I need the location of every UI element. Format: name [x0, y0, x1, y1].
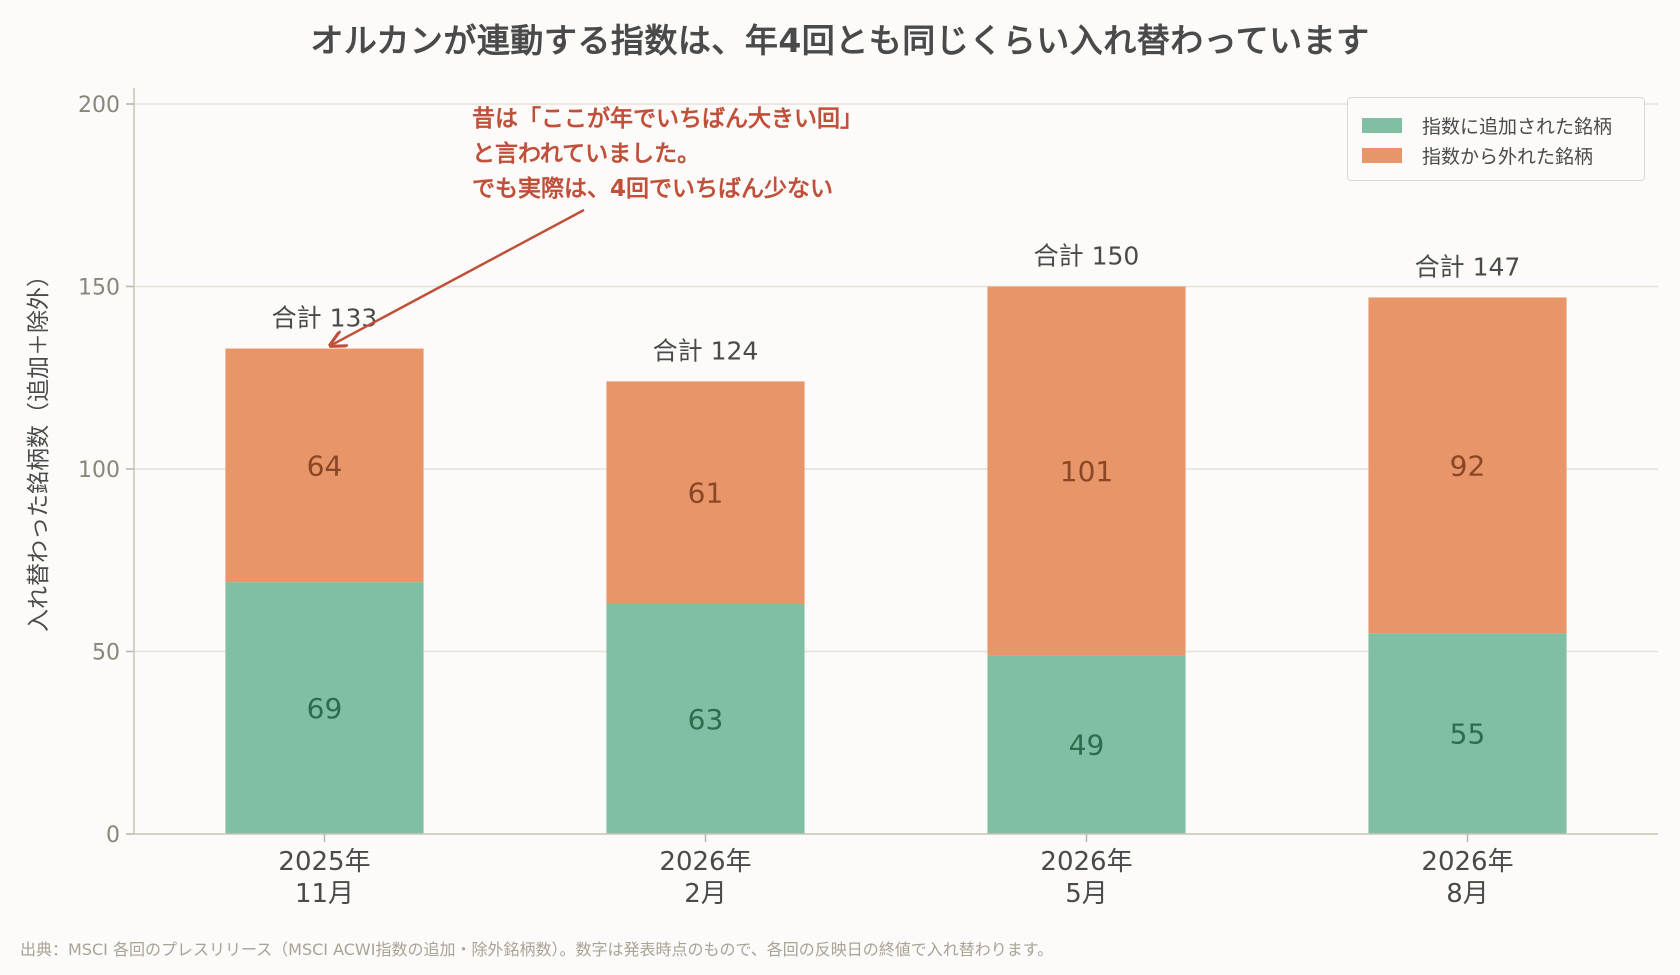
data-label: 55: [1450, 718, 1486, 751]
annotation-line: 昔は「ここが年でいちばん大きい回」: [472, 106, 863, 132]
axes: 0501001502002025年11月2026年2月2026年5月2026年8…: [78, 88, 1658, 909]
y-tick-label: 50: [92, 641, 120, 666]
data-label: 61: [688, 477, 724, 510]
x-tick-label: 2026年: [1421, 847, 1513, 877]
x-tick-label: 8月: [1446, 879, 1489, 909]
legend: 指数に追加された銘柄 指数から外れた銘柄: [1347, 97, 1645, 181]
legend-label: 指数から外れた銘柄: [1422, 145, 1594, 168]
x-tick-label: 2026年: [659, 847, 751, 877]
bar-removed: [225, 348, 424, 583]
y-tick-label: 150: [78, 276, 120, 301]
total-label: 合計 150: [1034, 242, 1140, 271]
bar-removed: [987, 286, 1186, 656]
legend-item-added: 指数に追加された銘柄: [1362, 110, 1630, 140]
labels: 69 64 合計 133 63 61 合計 124 49 101 合計 150 55 92 合計 14…: [272, 242, 1521, 762]
data-label: 63: [688, 703, 724, 736]
bar-added: [606, 604, 805, 834]
chart-title: オルカンが連動する指数は、年4回とも同じくらい入れ替わっています: [310, 21, 1370, 60]
data-label: 92: [1450, 449, 1486, 482]
y-tick-label: 100: [78, 458, 120, 483]
bar-added: [225, 582, 424, 834]
data-label: 69: [307, 692, 343, 725]
y-tick-label: 200: [78, 93, 120, 118]
legend-swatch-added: [1362, 117, 1402, 133]
data-label: 64: [307, 449, 343, 482]
total-label: 合計 133: [272, 304, 378, 333]
x-tick-label: 5月: [1065, 879, 1108, 909]
annotation-line: と言われていました。: [472, 141, 701, 167]
legend-item-removed: 指数から外れた銘柄: [1362, 140, 1630, 170]
bar-added: [1368, 633, 1567, 834]
total-label: 合計 124: [653, 336, 759, 365]
bar-added: [987, 655, 1186, 834]
x-tick-label: 2月: [684, 879, 727, 909]
bar-removed: [606, 381, 805, 605]
bar-removed: [1368, 297, 1567, 634]
y-axis-label: 入れ替わった銘柄数（追加＋除外）: [26, 264, 52, 632]
total-label: 合計 147: [1415, 252, 1521, 281]
annotation-arrow: [331, 208, 585, 346]
x-tick-label: 2025年: [278, 847, 370, 877]
annotation-text: 昔は「ここが年でいちばん大きい回」 と言われていました。 でも実際は、4回でいち…: [472, 102, 863, 207]
x-tick-label: 11月: [295, 879, 354, 909]
legend-label: 指数に追加された銘柄: [1422, 115, 1613, 138]
data-label: 49: [1069, 729, 1105, 762]
x-tick-label: 2026年: [1040, 847, 1132, 877]
legend-swatch-removed: [1362, 147, 1402, 163]
data-label: 101: [1060, 455, 1113, 488]
annotation-line: でも実際は、4回でいちばん少ない: [472, 176, 834, 202]
y-tick-label: 0: [106, 823, 120, 848]
source-note: 出典：MSCI 各回のプレスリリース（MSCI ACWI指数の追加・除外銘柄数）…: [20, 940, 1054, 959]
bars: [225, 286, 1567, 834]
